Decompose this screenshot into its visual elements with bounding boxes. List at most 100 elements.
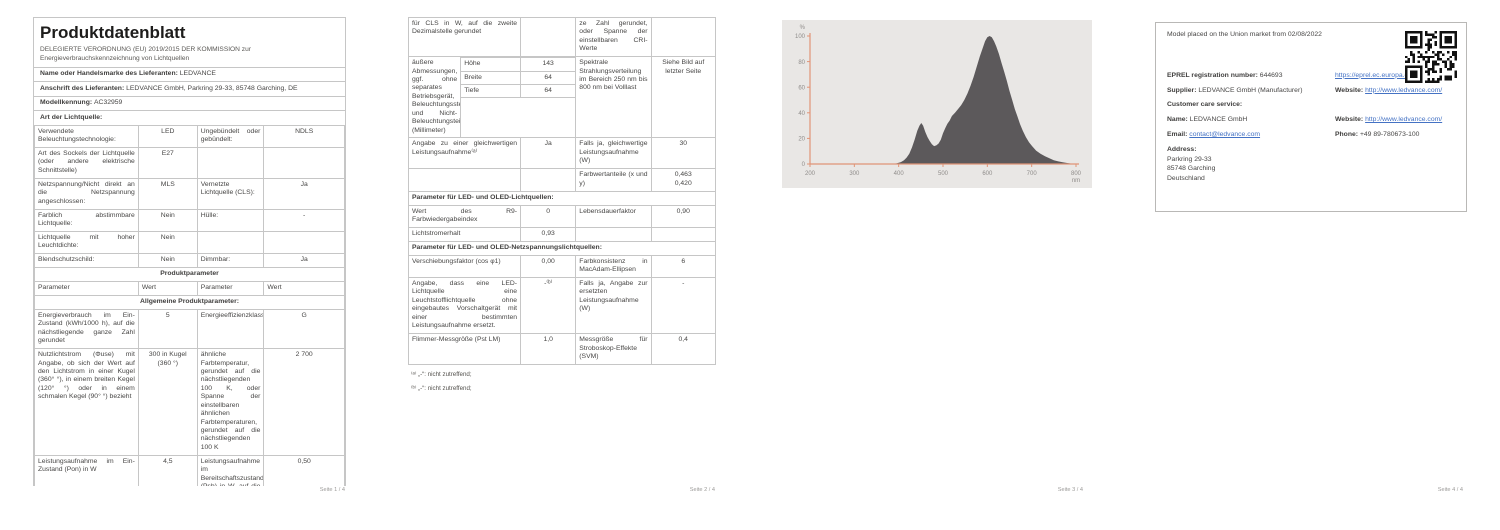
qr-module xyxy=(1424,60,1428,64)
qr-module xyxy=(1432,70,1435,74)
qr-module xyxy=(1432,35,1435,39)
table-row: Parameter für LED- und OLED-Lichtquellen… xyxy=(408,190,716,206)
qr-module xyxy=(1432,60,1435,64)
qr-module xyxy=(1439,68,1443,71)
table-cell: Angabe zu einer gleichwertigen Leistungs… xyxy=(407,137,522,170)
website-label-2: Website: xyxy=(1335,116,1364,124)
table-cell: 5 xyxy=(137,308,198,350)
qr-module xyxy=(1424,33,1428,36)
page-footer-3: Seite 3 / 4 xyxy=(1057,487,1083,493)
table-cell: 0,463 0,420 xyxy=(650,168,716,192)
qr-module xyxy=(1405,60,1408,64)
table-cell: Farbkonsistenz in MacAdam-Ellipsen xyxy=(575,254,652,279)
x-tick-label: 600 xyxy=(982,171,993,177)
table-row: Farbwertanteile (x und y) 0,463 0,420 xyxy=(407,168,716,192)
table-cell: 0,90 xyxy=(650,204,716,228)
qr-module xyxy=(1447,68,1450,71)
website-link-2[interactable]: http://www.ledvance.com/ xyxy=(1365,116,1443,124)
qr-module xyxy=(1434,43,1438,46)
table-cell: 143 xyxy=(520,57,575,72)
page-footer-1: Seite 1 / 4 xyxy=(319,487,345,493)
qr-module xyxy=(1439,70,1443,74)
table-cell xyxy=(575,226,652,242)
table-cell: Dimmbar: xyxy=(196,253,265,269)
qr-module xyxy=(1434,70,1438,74)
page-footer-4: Seite 4 / 4 xyxy=(1437,487,1463,493)
table-cell: 1,0 xyxy=(520,333,577,365)
qr-module xyxy=(1454,58,1457,61)
qr-module xyxy=(1422,55,1425,59)
qr-module xyxy=(1412,58,1415,61)
qr-module xyxy=(1432,63,1435,66)
qr-module xyxy=(1405,55,1408,59)
table-cell: Parameter xyxy=(196,281,265,297)
parameters-grid: Verwendete Beleuchtungstechnologie: LED Un… xyxy=(34,124,345,486)
qr-module xyxy=(1419,53,1423,56)
table-row: Farblich abstimmbare Lichtquelle: Nein Hül… xyxy=(34,208,345,232)
table-cell: Blendschutzschild: xyxy=(34,253,139,269)
phone-value: +49 89-780673-100 xyxy=(1359,131,1420,139)
address-line: Deutschland xyxy=(1167,174,1205,182)
qr-module xyxy=(1429,43,1433,46)
supplier-row: Supplier: LEDVANCE GmbH (Manufacturer) W… xyxy=(1167,87,1455,96)
qr-module xyxy=(1432,68,1435,71)
qr-module xyxy=(1452,50,1455,54)
qr-module xyxy=(1454,50,1457,54)
table-cell: Falls ja, Angabe zur ersetzten Leistungs… xyxy=(575,277,652,335)
info-row: Art der Lichtquelle: xyxy=(34,110,345,124)
table-cell: Spektrale Strahlungsverteilung im Bereic… xyxy=(575,56,652,139)
product-parameters-table-page2: für CLS in W, auf die zweite Dezimalstel… xyxy=(407,16,716,365)
table-cell: Hülle: xyxy=(196,208,265,232)
qr-module xyxy=(1432,78,1435,81)
qr-module xyxy=(1447,50,1450,54)
regulation-subtitle: DELEGIERTE VERORDNUNG (EU) 2019/2015 DER… xyxy=(40,46,339,64)
address-line: Parkring 29-33 xyxy=(1167,155,1212,163)
email-link[interactable]: contact@ledvance.com xyxy=(1189,131,1261,139)
qr-module xyxy=(1409,70,1418,79)
market-placement-line: Model placed on the Union market from 02… xyxy=(1167,31,1322,38)
qr-module xyxy=(1424,43,1428,46)
qr-module xyxy=(1419,55,1423,59)
qr-module xyxy=(1429,33,1433,36)
table-cell: für CLS in W, auf die zweite Dezimalstel… xyxy=(407,16,522,58)
table-cell: Flimmer-Messgröße (Pst LM) xyxy=(407,333,522,365)
qr-module xyxy=(1444,65,1448,69)
table-cell: Verschiebungsfaktor (cos φ1) xyxy=(407,254,522,279)
product-parameters-table-page1: Verwendete Beleuchtungstechnologie: LED Un… xyxy=(34,124,345,486)
qr-module xyxy=(1454,73,1457,76)
table-cell: Art des Sockels der Lichtquelle (oder an… xyxy=(34,147,139,179)
qr-module xyxy=(1444,60,1448,64)
qr-module xyxy=(1422,58,1425,61)
table-cell: 4,5 xyxy=(137,454,198,486)
qr-module xyxy=(1447,58,1450,61)
x-tick-label: 200 xyxy=(805,171,816,177)
qr-module xyxy=(1449,60,1453,64)
table-cell: - xyxy=(263,208,345,232)
table-cell: NDLS xyxy=(263,124,345,149)
qr-module xyxy=(1429,55,1433,59)
table-row: Nutzlichtstrom (Φuse) mit Angabe, ob sic… xyxy=(34,348,345,456)
email-row: Email: contact@ledvance.com Phone: +49 8… xyxy=(1167,131,1455,140)
qr-module xyxy=(1449,63,1453,66)
table-row: Produktparameter xyxy=(34,267,345,283)
table-cell: 0 xyxy=(520,204,577,228)
address-label: Address: xyxy=(1167,145,1197,153)
website-link[interactable]: http://www.ledvance.com/ xyxy=(1365,86,1443,94)
table-row: Lichtstromerhalt 0,93 xyxy=(407,226,716,242)
qr-module xyxy=(1427,55,1430,59)
x-tick-label: 400 xyxy=(894,171,905,177)
table-cell: LED xyxy=(137,124,198,149)
qr-module xyxy=(1427,80,1430,83)
qr-module xyxy=(1437,58,1440,61)
eprel-qr-link[interactable]: https://eprel.ec.europa.eu/qr/644693 xyxy=(1335,71,1445,79)
qr-module xyxy=(1432,50,1435,54)
qr-module xyxy=(1437,63,1440,66)
qr-module xyxy=(1427,33,1430,36)
table-cell: ähnliche Farbtemperatur, gerundet auf di… xyxy=(196,348,265,456)
table-cell: Parameter xyxy=(34,281,139,297)
x-tick-label: 800 xyxy=(1071,171,1082,177)
table-cell: Farbwertanteile (x und y) xyxy=(575,168,652,192)
qr-module xyxy=(1454,55,1457,59)
table-cell: Leistungsaufnahme im Bereitschaftszustan… xyxy=(196,454,265,486)
spectrum-area xyxy=(889,36,1076,164)
